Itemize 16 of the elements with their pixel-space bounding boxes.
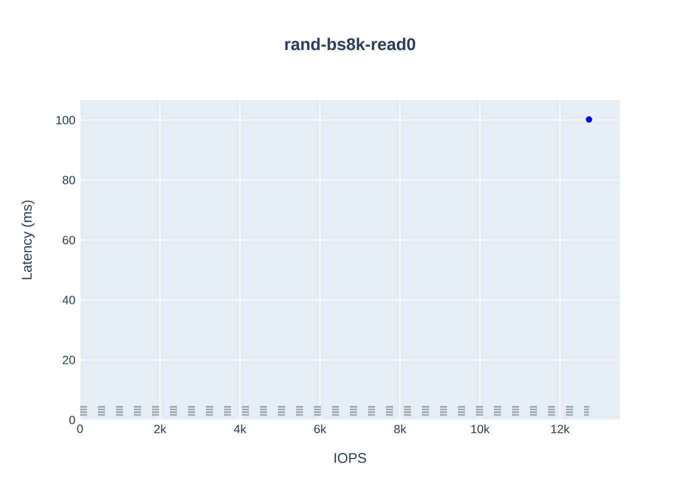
x-tick-label: 8k <box>394 424 406 434</box>
y-tick-label: 40 <box>62 296 76 304</box>
chart-title: rand-bs8k-read0 <box>285 38 416 50</box>
y-axis-title: Latency (ms) <box>22 200 35 280</box>
x-tick-label: 0 <box>77 424 83 433</box>
y-tick-label: 20 <box>62 356 76 364</box>
y-tick-label: 60 <box>62 236 76 244</box>
x-tick-label: 2k <box>154 424 166 434</box>
y-tick-label: 80 <box>62 176 76 184</box>
x-tick-label: 10k <box>471 424 490 434</box>
x-tick-label: 12k <box>551 424 570 434</box>
x-tick-label: 4k <box>234 424 246 434</box>
x-tick-label: 6k <box>314 424 326 434</box>
y-tick-label: 100 <box>56 116 76 124</box>
y-tick-label: 0 <box>69 416 76 424</box>
x-axis-title: IOPS <box>334 453 366 463</box>
